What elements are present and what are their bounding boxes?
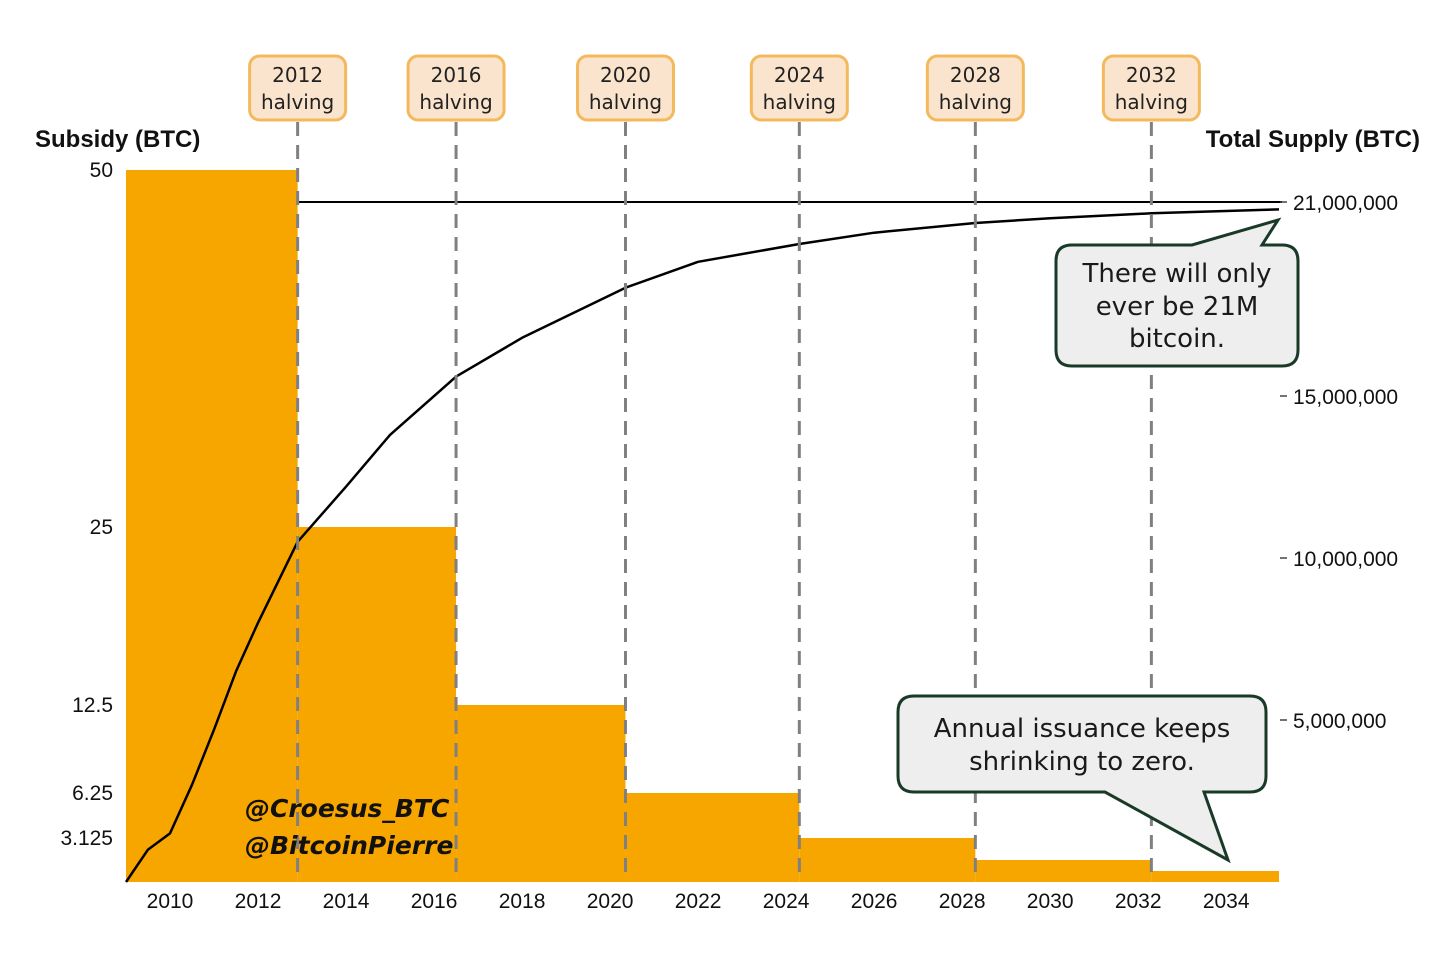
issuance-callout-line-2: shrinking to zero. [969,747,1195,777]
halving-label-box-4 [749,54,849,122]
halving-label-box-3 [575,54,675,122]
issuance-callout: Annual issuance keeps shrinking to zero. [896,694,1268,864]
x-tick-label-2010: 2010 [147,890,194,913]
watermark-line-2: @BitcoinPierre [245,831,453,860]
supply-callout-line-3: bitcoin. [1129,324,1225,354]
halving-label-year-4: 2024 [774,63,825,87]
halving-label-word-6: halving [1115,90,1188,114]
halving-label-word-1: halving [261,90,334,114]
subsidy-bar-4 [625,793,800,882]
halving-label-year-5: 2028 [950,63,1001,87]
x-tick-label-2018: 2018 [499,890,546,913]
halving-label-box-1 [248,54,348,122]
halving-label-word-2: halving [419,90,492,114]
halving-label-year-3: 2020 [600,63,651,87]
subsidy-bar-1 [126,170,298,882]
supply-callout: There will only ever be 21M bitcoin. [1054,217,1300,368]
x-axis-ticks: 2010 2012 2014 2016 2018 2020 2022 2024 2026 2028… [147,890,1250,913]
halving-label-word-5: halving [939,90,1012,114]
halving-label-year-2: 2016 [431,63,482,87]
issuance-callout-bubble [896,694,1268,864]
left-tick-label-5: 3.125 [60,827,113,850]
halving-label-box-6 [1101,54,1201,122]
x-tick-label-2026: 2026 [851,890,898,913]
right-axis-ticks: 21,000,000 15,000,000 10,000,000 5,000,000 [1280,192,1398,733]
subsidy-bar-6 [975,860,1152,882]
halving-label-box-2 [406,54,506,122]
halving-label-year-1: 2012 [272,63,323,87]
halving-label-word-4: halving [763,90,836,114]
left-axis-ticks: 50 25 12.5 6.25 3.125 [60,159,113,850]
supply-callout-bubble [1054,217,1300,368]
watermark-line-1: @Croesus_BTC [245,794,450,823]
subsidy-bar-3 [456,705,626,882]
subsidy-bars [126,170,1279,882]
x-tick-label-2034: 2034 [1203,890,1250,913]
x-tick-label-2014: 2014 [323,890,370,913]
watermark: @Croesus_BTC @BitcoinPierre [245,794,453,860]
subsidy-bar-2 [297,527,457,882]
left-tick-label-4: 6.25 [72,782,113,805]
right-tick-label-2: 15,000,000 [1293,386,1398,409]
right-tick-label-1: 21,000,000 [1293,192,1398,215]
supply-curve [124,208,1280,883]
supply-callout-line-1: There will only [1082,259,1272,289]
issuance-callout-line-1: Annual issuance keeps [934,714,1231,744]
left-tick-label-1: 50 [90,159,113,182]
x-tick-label-2024: 2024 [763,890,810,913]
x-tick-label-2030: 2030 [1027,890,1074,913]
x-tick-label-2032: 2032 [1115,890,1162,913]
right-tick-label-3: 10,000,000 [1293,548,1398,571]
right-axis-title: Total Supply (BTC) [1206,126,1420,153]
x-tick-label-2022: 2022 [675,890,722,913]
x-tick-label-2012: 2012 [235,890,282,913]
subsidy-bar-7 [1151,871,1279,882]
supply-callout-line-2: ever be 21M [1096,292,1259,322]
halving-label-year-6: 2032 [1126,63,1177,87]
subsidy-bar-5 [799,838,976,882]
x-tick-label-2016: 2016 [411,890,458,913]
x-tick-label-2020: 2020 [587,890,634,913]
halving-label-word-3: halving [589,90,662,114]
left-tick-label-2: 25 [90,516,113,539]
x-tick-label-2028: 2028 [939,890,986,913]
halving-markers: 2012 halving 2016 halving 2020 halving 2024 hal… [248,54,1201,878]
left-tick-label-3: 12.5 [72,694,113,717]
left-axis-title: Subsidy (BTC) [35,126,200,153]
halving-label-box-5 [925,54,1025,122]
supply-curve-group [124,201,1282,883]
right-tick-label-4: 5,000,000 [1293,710,1386,733]
